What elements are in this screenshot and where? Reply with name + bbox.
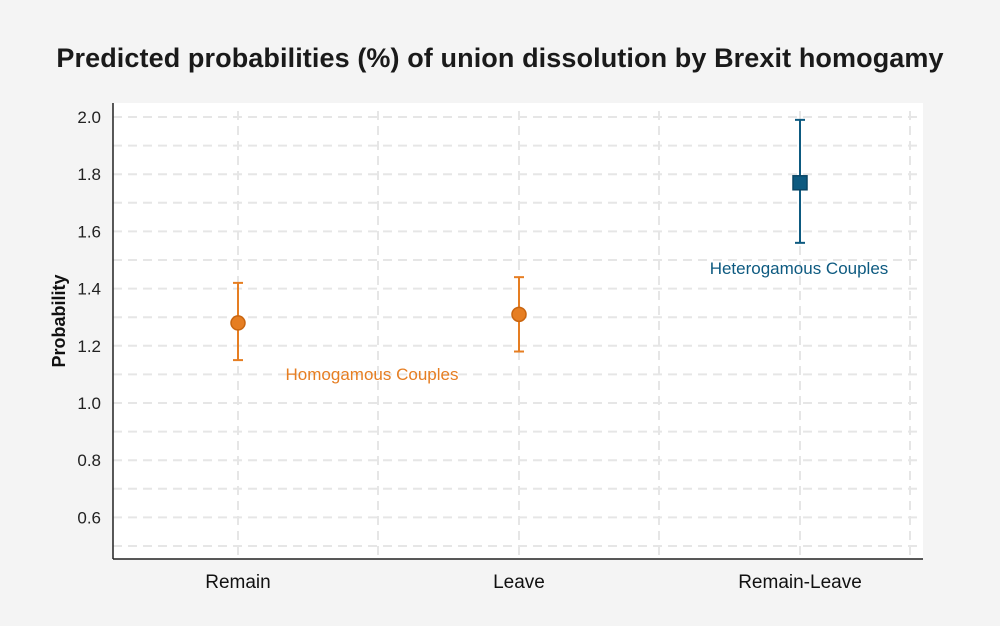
data-point-square xyxy=(792,175,808,191)
data-point-circle xyxy=(511,306,527,323)
x-tick-label: Remain xyxy=(205,572,270,593)
y-axis-label: Probability xyxy=(49,274,69,367)
y-tick-label: 0.8 xyxy=(77,451,101,470)
y-tick-label: 1.2 xyxy=(77,337,101,356)
data-marks xyxy=(230,118,808,362)
data-point-circle xyxy=(230,315,246,331)
annotations: Homogamous Couples Heterogamous Couples xyxy=(286,259,889,384)
chart-title: Predicted probabilities (%) of union dis… xyxy=(56,43,944,73)
y-tick-label: 0.6 xyxy=(77,508,101,527)
x-tick-labels: Remain Leave Remain-Leave xyxy=(205,572,862,593)
y-tick-labels: 0.6 0.8 1.0 1.2 1.4 1.6 1.8 2.0 xyxy=(77,108,101,527)
y-tick-label: 1.0 xyxy=(77,394,101,413)
y-tick-label: 2.0 xyxy=(77,108,101,127)
y-tick-label: 1.6 xyxy=(77,222,101,241)
y-tick-label: 1.4 xyxy=(77,280,101,299)
annotation-heterogamous: Heterogamous Couples xyxy=(710,259,889,278)
axis-layer xyxy=(112,103,923,560)
annotation-homogamous: Homogamous Couples xyxy=(286,365,459,384)
y-tick-label: 1.8 xyxy=(77,165,101,184)
x-tick-label: Leave xyxy=(493,572,545,593)
x-tick-label: Remain-Leave xyxy=(738,572,862,593)
